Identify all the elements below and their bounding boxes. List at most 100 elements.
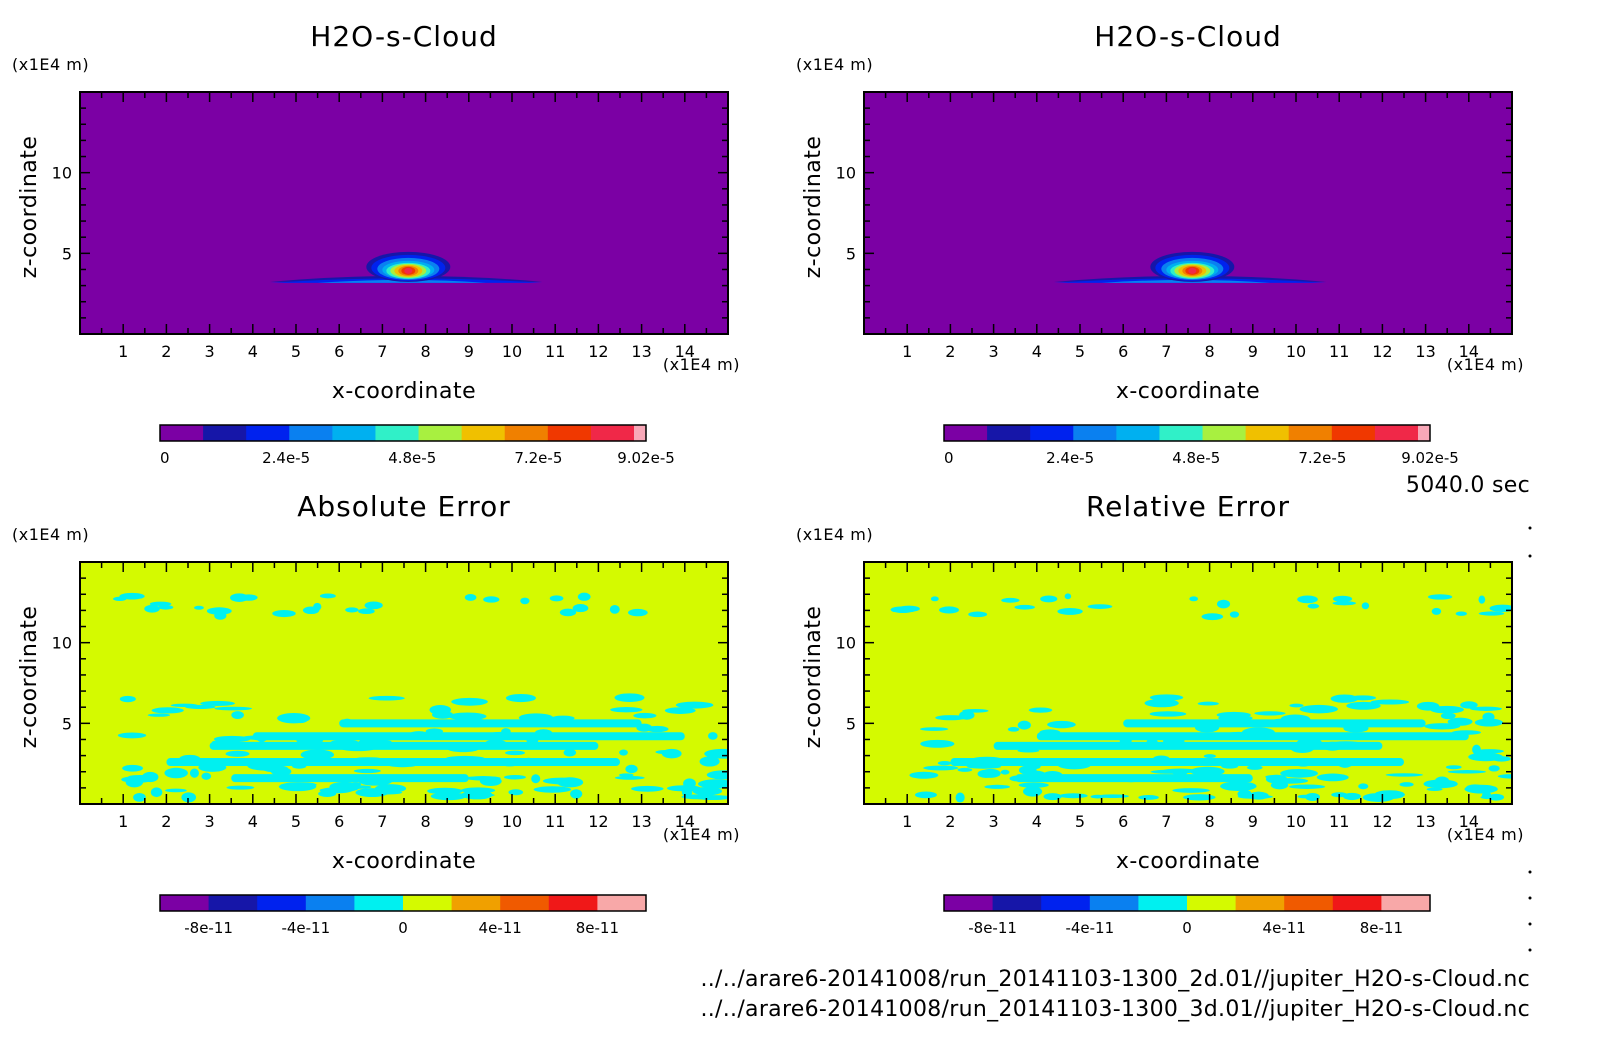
- error-patch: [125, 777, 144, 788]
- file-path: ../../arare6-20141008/run_20141103-1300_…: [700, 967, 1530, 992]
- y-unit-label: (x1E4 m): [796, 525, 873, 544]
- colorbar-tick-label: 2.4e-5: [1046, 449, 1094, 467]
- x-tick-label: 10: [1286, 812, 1306, 831]
- error-patch: [1138, 795, 1159, 800]
- y-tick-label: 10: [836, 164, 856, 183]
- x-tick-label: 4: [1032, 812, 1042, 831]
- y-tick-label: 10: [52, 164, 72, 183]
- error-patch: [1305, 792, 1320, 802]
- error-patch: [1370, 699, 1410, 705]
- x-tick-label: 14: [675, 812, 695, 831]
- error-patch: [425, 728, 444, 735]
- error-patch: [151, 707, 184, 714]
- y-tick-label: 10: [52, 634, 72, 653]
- x-unit-label: (x1E4 m): [663, 355, 740, 374]
- x-tick-label: 13: [1415, 342, 1435, 361]
- colorbar-swatch: [1381, 895, 1431, 911]
- error-patch: [1447, 717, 1473, 726]
- error-patch: [147, 713, 171, 717]
- colorbar-tick-label: 0: [1182, 919, 1192, 937]
- error-patch: [1465, 784, 1485, 792]
- colorbar-tick-label: 9.02e-5: [1401, 449, 1459, 467]
- error-patch: [1192, 733, 1205, 737]
- error-patch: [1474, 749, 1504, 754]
- plot-area: [80, 562, 728, 804]
- colorbar-swatch: [548, 895, 598, 911]
- y-unit-label: (x1E4 m): [796, 55, 873, 74]
- colorbar-tick-label: -4e-11: [1065, 919, 1114, 937]
- error-patch: [1017, 720, 1031, 730]
- error-patch: [1478, 595, 1486, 604]
- error-patch: [358, 776, 393, 786]
- error-patch: [1201, 613, 1224, 621]
- x-tick-label: 13: [631, 342, 651, 361]
- error-patch: [1001, 597, 1020, 603]
- error-patch: [1497, 774, 1512, 779]
- error-patch: [1220, 781, 1257, 792]
- y-unit-label: (x1E4 m): [12, 525, 89, 544]
- margin-dot: [1528, 554, 1532, 558]
- error-patch: [1105, 775, 1127, 781]
- error-patch: [345, 607, 359, 613]
- error-patch: [909, 771, 939, 779]
- error-patch: [458, 793, 495, 798]
- x-tick-label: 8: [1205, 342, 1215, 361]
- error-patch: [341, 718, 353, 728]
- colorbar-swatch: [1041, 895, 1091, 911]
- error-patch: [293, 715, 308, 724]
- colorbar-swatch: [1374, 425, 1419, 441]
- colorbar-tick-label: 4e-11: [479, 919, 522, 937]
- panel-title: H2O-s-Cloud: [310, 20, 497, 53]
- error-patch: [149, 601, 172, 607]
- colorbar-tick-label: 0: [398, 919, 408, 937]
- error-patch: [239, 594, 258, 601]
- error-patch: [1289, 703, 1304, 708]
- colorbar-swatch: [1332, 895, 1382, 911]
- x-tick-label: 7: [377, 342, 387, 361]
- error-patch: [117, 732, 147, 739]
- error-patch: [1460, 701, 1478, 709]
- error-patch: [209, 741, 599, 750]
- error-patch: [330, 739, 360, 747]
- colorbar: -8e-11 -4e-11 0 4e-11 8e-11: [943, 894, 1431, 937]
- error-patch: [1240, 734, 1252, 740]
- colorbar-swatch: [1116, 425, 1160, 441]
- x-unit-label: (x1E4 m): [1447, 355, 1524, 374]
- error-patch: [384, 760, 421, 768]
- error-patch: [505, 693, 536, 703]
- error-patch: [464, 593, 477, 601]
- colorbar-swatch: [461, 425, 506, 441]
- time-label: 5040.0 sec: [1406, 473, 1530, 498]
- x-tick-label: 7: [1161, 812, 1171, 831]
- x-tick-label: 12: [1372, 812, 1392, 831]
- y-tick-label: 10: [836, 634, 856, 653]
- error-patch: [1296, 762, 1311, 767]
- cloud-contour: [404, 267, 413, 274]
- error-patch: [483, 596, 500, 603]
- colorbar-swatch: [203, 425, 247, 441]
- error-patch: [214, 706, 253, 711]
- error-patch: [534, 729, 553, 737]
- colorbar-swatch: [1284, 895, 1334, 911]
- error-patch: [533, 786, 572, 793]
- colorbar-swatch: [208, 895, 258, 911]
- error-patch: [1057, 761, 1091, 770]
- error-patch: [1018, 765, 1037, 775]
- error-patch: [705, 780, 728, 786]
- error-patch: [968, 611, 988, 618]
- x-axis-label: x-coordinate: [1116, 849, 1260, 874]
- panel-title: H2O-s-Cloud: [1094, 20, 1281, 53]
- error-patch: [1280, 714, 1311, 725]
- error-patch: [292, 763, 307, 769]
- error-patch: [572, 604, 589, 613]
- error-patch: [1254, 711, 1286, 716]
- error-patch: [1097, 794, 1130, 799]
- colorbar: 0 2.4e-5 4.8e-5 7.2e-5 9.02e-5: [943, 424, 1459, 467]
- colorbar-tick-label: 0: [160, 449, 170, 467]
- error-patch: [1288, 784, 1326, 789]
- x-tick-label: 11: [545, 342, 565, 361]
- error-patch: [231, 774, 469, 783]
- x-axis-label: x-coordinate: [332, 379, 476, 404]
- x-tick-label: 5: [291, 342, 301, 361]
- error-patch: [358, 608, 375, 615]
